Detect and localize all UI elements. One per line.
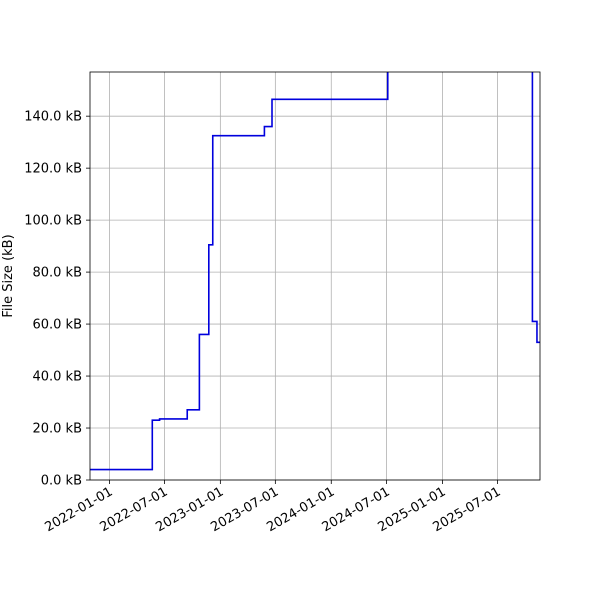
y-tick-label: 40.0 kB bbox=[32, 370, 82, 385]
y-axis-label: File Size (kB) bbox=[1, 234, 16, 317]
y-tick-label: 120.0 kB bbox=[24, 162, 82, 177]
x-grid-lines bbox=[109, 72, 498, 480]
plot-frame bbox=[89, 71, 541, 481]
y-tick-label: 20.0 kB bbox=[32, 422, 82, 437]
y-axis: 0.0 kB 20.0 kB 40.0 kB 60.0 kB 80.0 kB 100.0 … bbox=[24, 110, 90, 489]
series-layer bbox=[90, 72, 540, 471]
y-tick-label: 100.0 kB bbox=[24, 214, 82, 229]
y-tick-label: 80.0 kB bbox=[32, 266, 82, 281]
y-grid-lines bbox=[90, 115, 540, 481]
series-line bbox=[90, 72, 540, 471]
y-tick-label: 140.0 kB bbox=[24, 110, 82, 125]
y-tick-label: 60.0 kB bbox=[32, 318, 82, 333]
x-axis: 2022-01-012022-07-012023-01-012023-07-01… bbox=[43, 480, 503, 535]
y-tick-label: 0.0 kB bbox=[41, 474, 82, 489]
